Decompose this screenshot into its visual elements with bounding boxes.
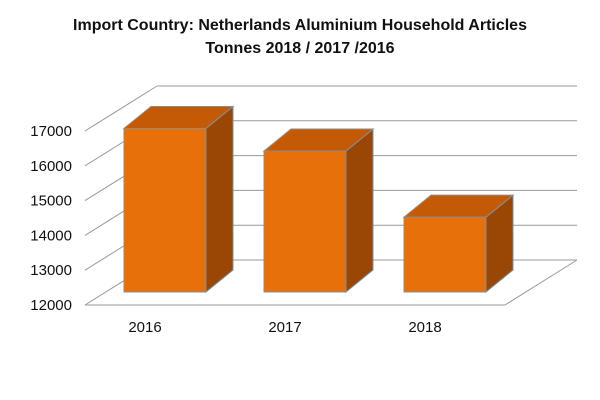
- y-tick-label: 15000: [30, 193, 72, 210]
- y-tick-label: 17000: [30, 123, 72, 140]
- floor-edge-right: [504, 259, 578, 306]
- y-tick-label: 16000: [30, 158, 72, 175]
- chart-title-block: Import Country: Netherlands Aluminium Ho…: [0, 14, 600, 60]
- y-axis-ticks: 12000 13000 14000 15000 16000 17000: [30, 123, 72, 314]
- chart-title: Import Country: Netherlands Aluminium Ho…: [73, 17, 527, 34]
- bar-front: [123, 127, 207, 293]
- chart-subtitle: Tonnes 2018 / 2017 /2016: [205, 40, 395, 57]
- bar-2017: [262, 128, 375, 294]
- y-tick-label: 12000: [30, 297, 72, 314]
- grid-wall-line: [84, 85, 158, 132]
- x-category-label: 2017: [268, 319, 301, 336]
- bar-2016: [122, 105, 235, 294]
- y-tick-label: 14000: [30, 227, 72, 244]
- bar-side: [205, 105, 234, 294]
- bar-2018: [402, 194, 515, 294]
- bar-front: [403, 216, 487, 293]
- bar-side: [345, 128, 374, 294]
- bar-front: [263, 150, 347, 293]
- x-category-label: 2016: [128, 319, 161, 336]
- y-tick-label: 13000: [30, 262, 72, 279]
- x-category-label: 2018: [408, 319, 441, 336]
- bars-layer: [122, 105, 515, 294]
- x-axis-categories: 2016 2017 2018: [128, 319, 441, 336]
